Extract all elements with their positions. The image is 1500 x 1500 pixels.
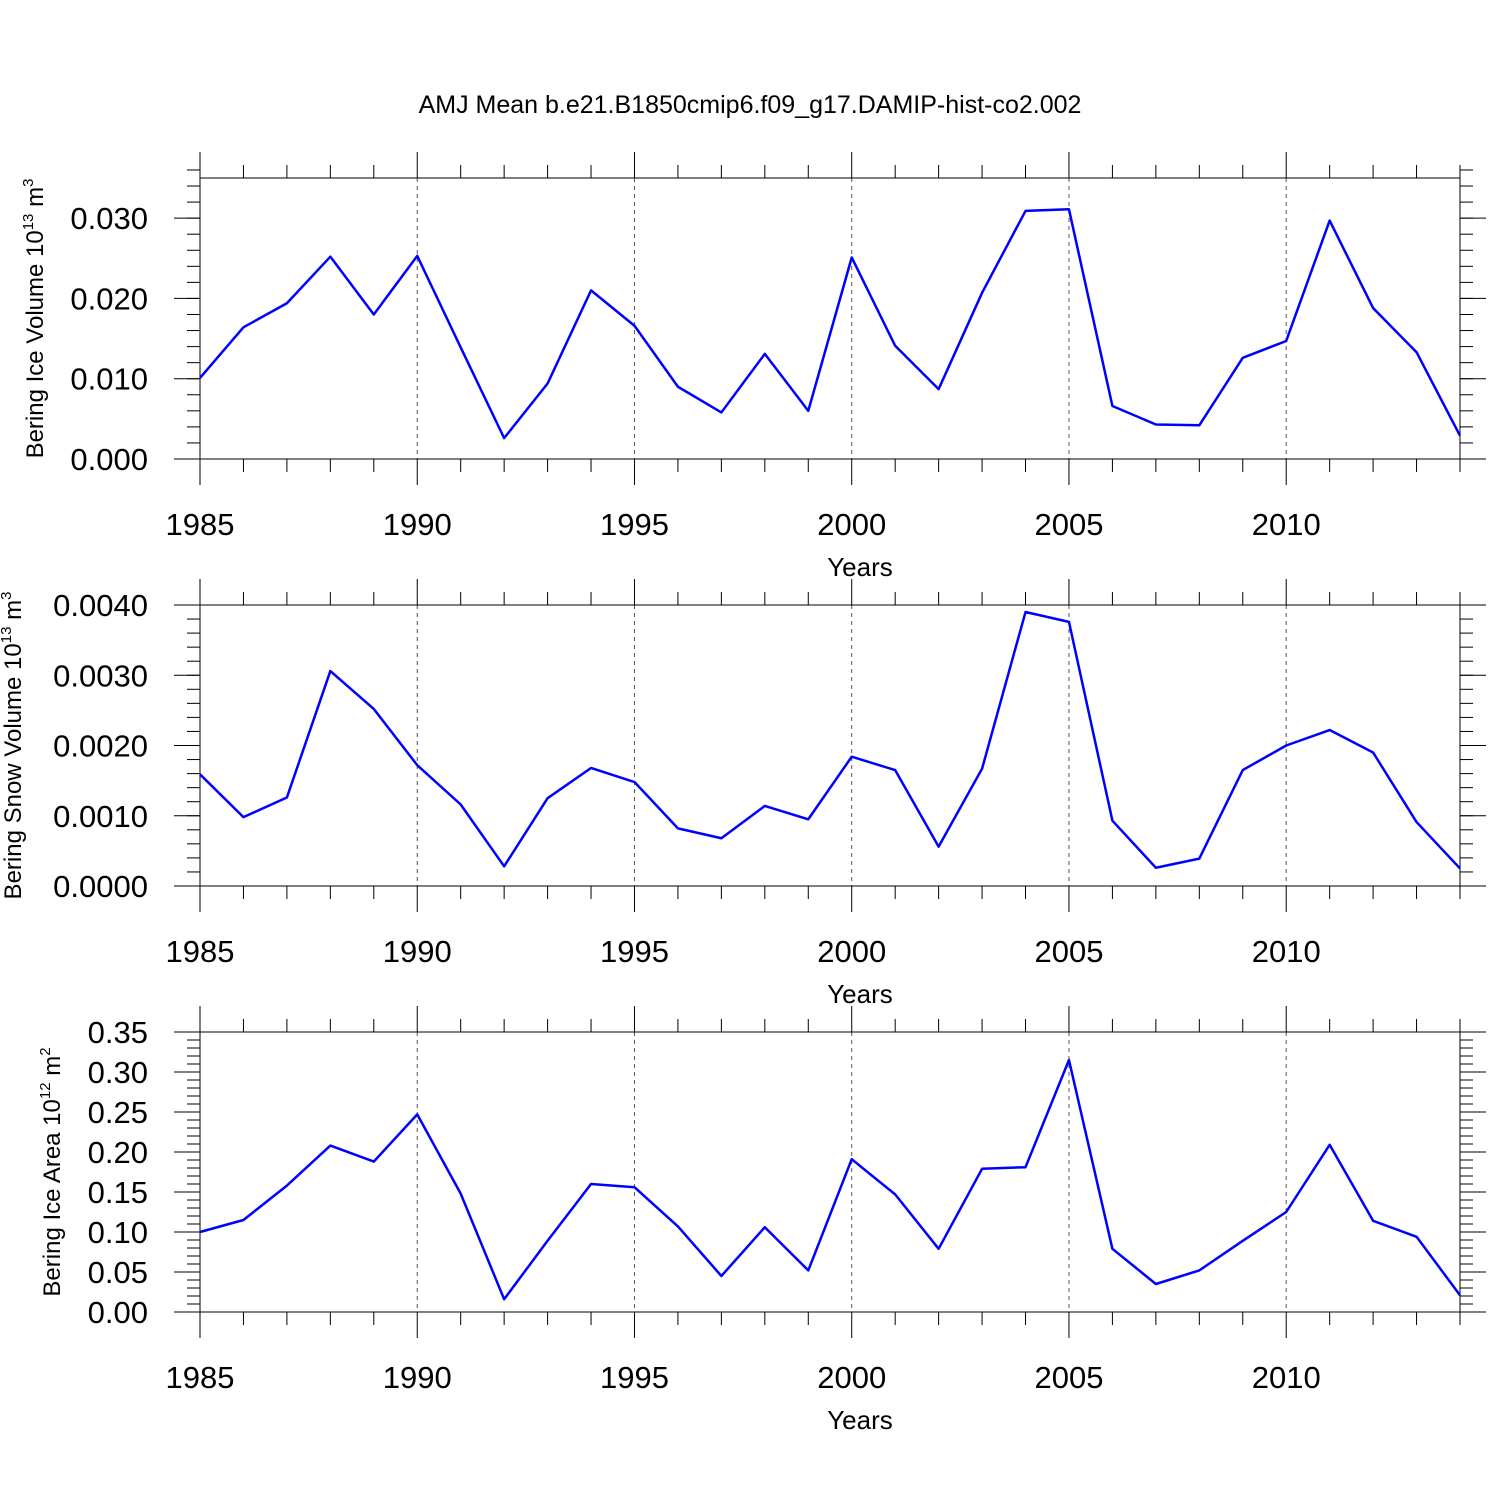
panel-1-y-tick-label-2: 0.020 xyxy=(70,281,148,316)
panel-1-x-tick-label-2000: 2000 xyxy=(817,507,886,542)
panel-2-y-tick-label-3: 0.0030 xyxy=(53,658,148,693)
panel-2: 1985 1990 1995 2000 2005 2010 0.0000 0.0010 0.00… xyxy=(0,579,1486,1009)
panel-2-x-tick-label-1995: 1995 xyxy=(600,934,669,969)
panel-1-x-axis-label: Years xyxy=(827,552,893,582)
panel-1-x-tick-label-1985: 1985 xyxy=(166,507,235,542)
panel-3-x-tick-label-2000: 2000 xyxy=(817,1360,886,1395)
panel-2-series-line xyxy=(199,610,1461,870)
panel-2-plot-frame xyxy=(199,604,1461,887)
panel-2-y-axis-label-unit-sup: 3 xyxy=(0,592,15,600)
panel-3-plot-frame xyxy=(199,1031,1461,1313)
panel-2-x-tick-label-2010: 2010 xyxy=(1252,934,1321,969)
panel-3-y-tick-label-4: 0.20 xyxy=(88,1135,148,1170)
panel-2-y-axis-label-sup: 13 xyxy=(0,627,15,644)
panel-3-series-line xyxy=(199,1058,1462,1301)
panel-3-y-axis-label-text: Bering Ice Area 10 xyxy=(39,1099,66,1296)
panel-1-x-tick-label-2010: 2010 xyxy=(1252,507,1321,542)
panel-3-y-axis-label-unit-sup: 2 xyxy=(37,1047,54,1055)
panel-2-y-axis-label-unit: m xyxy=(0,600,27,627)
panel-3-y-tick-label-1: 0.05 xyxy=(88,1255,148,1290)
panel-1-y-axis-label-unit: m xyxy=(22,187,49,214)
panel-2-y-tick-label-4: 0.0040 xyxy=(53,588,148,623)
panel-1-y-tick-label-3: 0.030 xyxy=(70,201,148,236)
panel-3-y-tick-label-7: 0.35 xyxy=(88,1015,148,1050)
panel-1-plot-frame xyxy=(199,177,1461,460)
panel-2-x-tick-label-2005: 2005 xyxy=(1034,934,1103,969)
panel-1-y-tick-label-0: 0.000 xyxy=(70,442,148,477)
panel-3-x-tick-label-1990: 1990 xyxy=(383,1360,452,1395)
panel-1-series-line xyxy=(199,208,1462,440)
panel-3-y-tick-label-5: 0.25 xyxy=(88,1095,148,1130)
panel-3-y-tick-label-3: 0.15 xyxy=(88,1175,148,1210)
panel-3-y-axis-label-unit: m xyxy=(39,1056,66,1083)
panel-3-x-tick-label-1995: 1995 xyxy=(600,1360,669,1395)
panel-2-y-axis-label: Bering Snow Volume 1013 m3 xyxy=(0,592,27,900)
panel-1: 1985 1990 1995 2000 2005 2010 0.000 0.010 0.020 0… xyxy=(20,152,1486,582)
panel-3-y-tick-label-0: 0.00 xyxy=(88,1295,148,1330)
panel-2-y-tick-label-0: 0.0000 xyxy=(53,869,148,904)
panel-2-x-axis-label: Years xyxy=(827,979,893,1009)
panel-1-x-tick-label-1995: 1995 xyxy=(600,507,669,542)
panel-1-x-tick-label-2005: 2005 xyxy=(1034,507,1103,542)
panel-2-x-tick-label-1990: 1990 xyxy=(383,934,452,969)
panel-2-y-axis-label-text: Bering Snow Volume 10 xyxy=(0,643,27,899)
panel-1-y-axis-label-sup: 13 xyxy=(20,214,37,231)
panel-3-y-tick-label-6: 0.30 xyxy=(88,1055,148,1090)
panel-3-x-tick-label-2010: 2010 xyxy=(1252,1360,1321,1395)
panel-2-y-tick-label-2: 0.0020 xyxy=(53,729,148,764)
figure-title: AMJ Mean b.e21.B1850cmip6.f09_g17.DAMIP-… xyxy=(419,91,1082,119)
panel-2-x-tick-label-1985: 1985 xyxy=(166,934,235,969)
panel-2-x-tick-label-2000: 2000 xyxy=(817,934,886,969)
panel-3-x-axis-label: Years xyxy=(827,1405,893,1435)
panel-3: 1985 1990 1995 2000 2005 2010 0.00 0.05 0.10 0.15… xyxy=(37,1006,1486,1435)
panel-1-y-axis-label-text: Bering Ice Volume 10 xyxy=(22,230,49,458)
panel-2-y-tick-label-1: 0.0010 xyxy=(53,799,148,834)
panel-1-x-tick-label-1990: 1990 xyxy=(383,507,452,542)
panel-3-y-axis-label: Bering Ice Area 1012 m2 xyxy=(37,1047,66,1296)
panel-3-y-tick-label-2: 0.10 xyxy=(88,1215,148,1250)
panel-3-x-tick-label-1985: 1985 xyxy=(166,1360,235,1395)
panel-1-y-tick-label-1: 0.010 xyxy=(70,362,148,397)
panel-3-x-tick-label-2005: 2005 xyxy=(1034,1360,1103,1395)
panel-1-y-axis-label-unit-sup: 3 xyxy=(20,179,37,187)
panel-1-y-axis-label: Bering Ice Volume 1013 m3 xyxy=(20,179,49,459)
panel-3-y-axis-label-sup: 12 xyxy=(37,1082,54,1099)
